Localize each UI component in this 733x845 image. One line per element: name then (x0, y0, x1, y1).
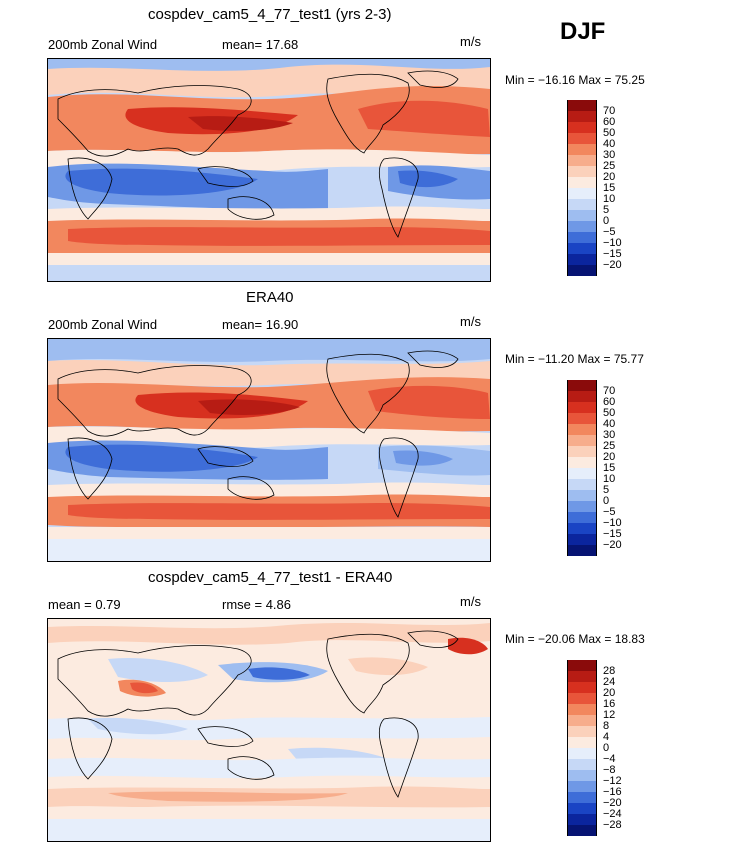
panel-minmax: Min = −11.20 Max = 75.77 (505, 352, 644, 366)
colorbar-level: 5 (603, 484, 610, 496)
colorbar-level: 20 (603, 171, 616, 183)
colorbar-level: 40 (603, 418, 616, 430)
colorbar-level: 5 (603, 204, 610, 216)
colorbar-level: −24 (603, 808, 622, 820)
colorbar-level: 30 (603, 149, 616, 161)
colorbar-level: 50 (603, 127, 616, 139)
panel-title: cospdev_cam5_4_77_test1 (yrs 2-3) (148, 6, 392, 23)
colorbar-level: −12 (603, 775, 622, 787)
colorbar-level: 50 (603, 407, 616, 419)
panel-mean-label: mean= 17.68 (222, 37, 299, 52)
colorbar-level: 24 (603, 676, 616, 688)
colorbar-level: 20 (603, 687, 616, 699)
panel-minmax: Min = −20.06 Max = 18.83 (505, 632, 645, 646)
colorbar-level: 28 (603, 665, 616, 677)
colorbar-level: 0 (603, 215, 610, 227)
colorbar-level: 12 (603, 709, 616, 721)
panel-minmax: Min = −16.16 Max = 75.25 (505, 73, 645, 87)
colorbar-level: 16 (603, 698, 616, 710)
colorbar-level: −15 (603, 248, 622, 260)
colorbar-era40: 70 60 50 40 30 25 20 15 10 5 0 −5 −10 −1… (567, 380, 687, 556)
colorbar-difference: 28 24 20 16 12 8 4 0 −4 −8 −12 −16 −20 −… (567, 660, 687, 836)
colorbar-swatches (567, 380, 597, 556)
panel-units: m/s (460, 34, 481, 49)
colorbar-level: 0 (603, 742, 610, 754)
colorbar-level: 0 (603, 495, 610, 507)
colorbar-level: −20 (603, 539, 622, 551)
panel-mean-label: mean= 16.90 (222, 317, 299, 332)
colorbar-level: 15 (603, 182, 616, 194)
map-era40-zonal-wind (47, 338, 491, 562)
colorbar-level: 10 (603, 193, 616, 205)
panel-units: m/s (460, 594, 481, 609)
colorbar-swatches (567, 660, 597, 836)
colorbar-level: −4 (603, 753, 616, 765)
map-model-zonal-wind (47, 58, 491, 282)
season-label: DJF (560, 18, 606, 45)
panel-title: cospdev_cam5_4_77_test1 - ERA40 (148, 569, 393, 586)
colorbar-level: −5 (603, 506, 616, 518)
colorbar-level: −20 (603, 259, 622, 271)
colorbar-level: 15 (603, 462, 616, 474)
panel-left-label: 200mb Zonal Wind (48, 37, 158, 52)
colorbar-level: −8 (603, 764, 616, 776)
colorbar-swatches (567, 100, 597, 276)
colorbar-level: 4 (603, 731, 610, 743)
colorbar-level: 60 (603, 116, 616, 128)
colorbar-level: 70 (603, 385, 616, 397)
colorbar-level: 70 (603, 105, 616, 117)
map-difference-zonal-wind (47, 618, 491, 842)
panel-units: m/s (460, 314, 481, 329)
colorbar-level: 10 (603, 473, 616, 485)
panel-rmse-label: rmse = 4.86 (222, 597, 292, 612)
colorbar-level: 8 (603, 720, 610, 732)
colorbar-level: −16 (603, 786, 622, 798)
colorbar-level: −15 (603, 528, 622, 540)
colorbar-level: 60 (603, 396, 616, 408)
colorbar-level: 25 (603, 440, 616, 452)
colorbar-level: 25 (603, 160, 616, 172)
colorbar-level: 20 (603, 451, 616, 463)
colorbar-level: −10 (603, 237, 622, 249)
colorbar-level: 40 (603, 138, 616, 150)
colorbar-model: 70 60 50 40 30 25 20 15 10 5 0 −5 −10 −1… (567, 100, 687, 276)
panel-left-label: 200mb Zonal Wind (48, 317, 158, 332)
panel-title: ERA40 (246, 289, 294, 306)
colorbar-level: 30 (603, 429, 616, 441)
colorbar-level: −10 (603, 517, 622, 529)
panel-mean-label: mean = 0.79 (48, 597, 121, 612)
colorbar-level: −28 (603, 819, 622, 831)
colorbar-level: −5 (603, 226, 616, 238)
colorbar-level: −20 (603, 797, 622, 809)
